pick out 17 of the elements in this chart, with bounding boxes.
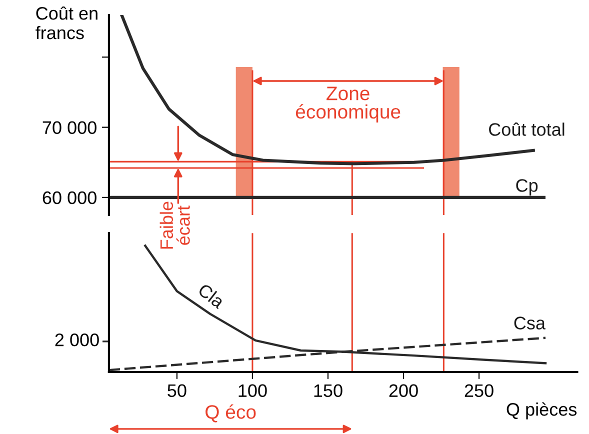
y-axis-title: Coût en francs xyxy=(36,6,98,40)
x-tick-label: 250 xyxy=(464,384,494,398)
annotation: Zone économique xyxy=(296,86,400,122)
x-tick-label: 100 xyxy=(238,384,267,398)
x-tick-label: 150 xyxy=(314,384,342,398)
y-tick-label: 70 000 xyxy=(42,121,96,134)
series-label: Csa xyxy=(514,316,546,330)
text: 2 000 xyxy=(55,333,99,346)
x-tick-label: 200 xyxy=(389,384,418,398)
y-tick-label: 60 000 xyxy=(42,191,96,204)
text: Cla xyxy=(197,282,226,310)
series-label: Coût total xyxy=(489,122,564,136)
x-axis-title: Q pièces xyxy=(506,402,577,420)
annotation: Faible écart xyxy=(160,202,190,249)
text: Q éco xyxy=(206,404,256,422)
x-tick-label: 50 xyxy=(168,384,186,398)
series-label: Cp xyxy=(516,179,538,196)
